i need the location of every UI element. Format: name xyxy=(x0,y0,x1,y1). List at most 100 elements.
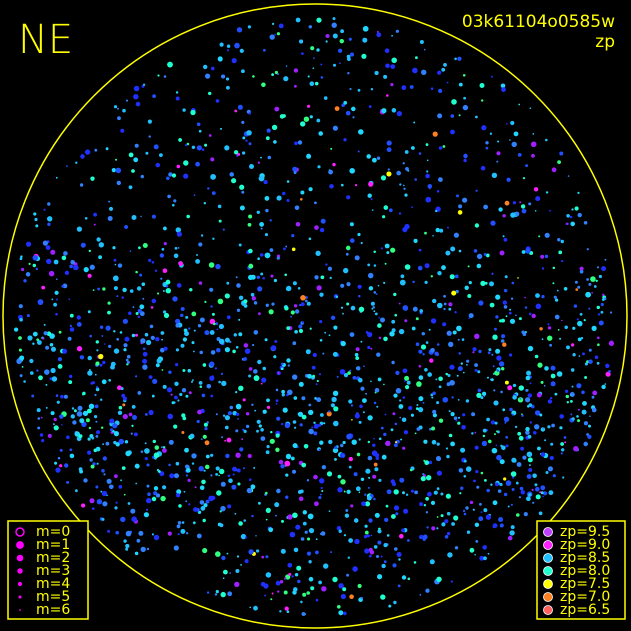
star xyxy=(143,512,149,518)
star xyxy=(300,121,306,127)
star xyxy=(274,106,280,112)
star xyxy=(604,383,607,385)
star xyxy=(14,327,19,332)
star xyxy=(246,130,252,136)
star xyxy=(487,552,490,555)
star xyxy=(155,363,160,368)
star xyxy=(131,333,136,338)
star xyxy=(511,476,515,479)
star xyxy=(274,502,280,508)
star xyxy=(154,445,159,450)
star xyxy=(297,411,304,417)
star xyxy=(286,610,290,613)
star xyxy=(163,226,167,231)
star xyxy=(422,537,426,541)
star xyxy=(309,115,313,119)
star xyxy=(300,537,305,541)
star xyxy=(249,606,251,609)
star xyxy=(299,303,302,307)
star xyxy=(284,422,291,429)
star xyxy=(563,287,568,291)
star xyxy=(175,323,180,328)
star xyxy=(204,427,208,431)
star xyxy=(243,299,248,304)
star xyxy=(552,266,555,270)
star xyxy=(411,206,414,209)
star xyxy=(320,413,324,417)
star xyxy=(462,104,469,111)
star xyxy=(76,226,82,232)
star xyxy=(371,450,378,457)
star xyxy=(192,521,196,525)
star xyxy=(258,424,262,428)
star xyxy=(55,467,61,473)
star xyxy=(416,404,419,406)
star xyxy=(31,394,35,398)
star xyxy=(193,329,196,332)
star xyxy=(153,534,160,541)
star xyxy=(45,384,48,386)
magnitude-icon xyxy=(17,568,23,574)
star xyxy=(146,463,150,467)
star xyxy=(275,447,280,452)
star xyxy=(308,187,313,192)
star xyxy=(601,266,607,272)
star xyxy=(436,442,440,446)
star xyxy=(269,219,272,222)
star xyxy=(78,434,83,438)
star xyxy=(532,501,535,504)
star xyxy=(316,380,319,382)
star xyxy=(283,76,289,82)
star xyxy=(196,419,200,424)
star xyxy=(161,446,163,449)
star xyxy=(76,346,83,352)
star xyxy=(244,348,251,355)
star xyxy=(588,282,592,286)
star xyxy=(509,139,511,141)
star xyxy=(202,363,207,367)
magnitude-label: m=2 xyxy=(36,550,70,566)
star xyxy=(496,454,502,461)
star xyxy=(247,223,252,227)
star xyxy=(267,155,272,160)
star xyxy=(237,153,241,156)
star xyxy=(140,546,146,553)
star xyxy=(32,263,36,268)
star xyxy=(216,348,221,353)
star xyxy=(374,71,379,75)
star xyxy=(389,331,395,337)
star xyxy=(412,306,418,312)
star xyxy=(480,511,483,513)
star xyxy=(368,181,374,187)
star xyxy=(260,428,264,432)
star xyxy=(424,231,427,235)
star xyxy=(449,364,455,370)
star xyxy=(358,129,364,135)
star xyxy=(531,153,535,158)
star xyxy=(265,555,269,559)
star xyxy=(382,215,386,219)
star xyxy=(275,580,281,586)
star xyxy=(511,281,515,285)
star xyxy=(228,478,233,484)
star xyxy=(442,145,446,148)
star xyxy=(547,326,552,330)
star xyxy=(51,376,58,382)
star xyxy=(238,332,243,337)
star xyxy=(455,289,459,294)
star xyxy=(484,479,487,482)
star xyxy=(357,284,362,289)
star xyxy=(248,112,251,115)
star xyxy=(131,516,137,522)
star xyxy=(591,407,597,413)
star xyxy=(234,42,240,49)
star xyxy=(291,247,296,252)
legends: m=0m=1m=2m=3m=4m=5m=6zp=9.5zp=9.0zp=8.5z… xyxy=(15,524,610,618)
star xyxy=(80,242,86,248)
star xyxy=(215,99,220,103)
star xyxy=(512,201,517,205)
star xyxy=(364,524,368,528)
star xyxy=(374,312,378,316)
star xyxy=(210,305,213,308)
star xyxy=(462,197,468,203)
